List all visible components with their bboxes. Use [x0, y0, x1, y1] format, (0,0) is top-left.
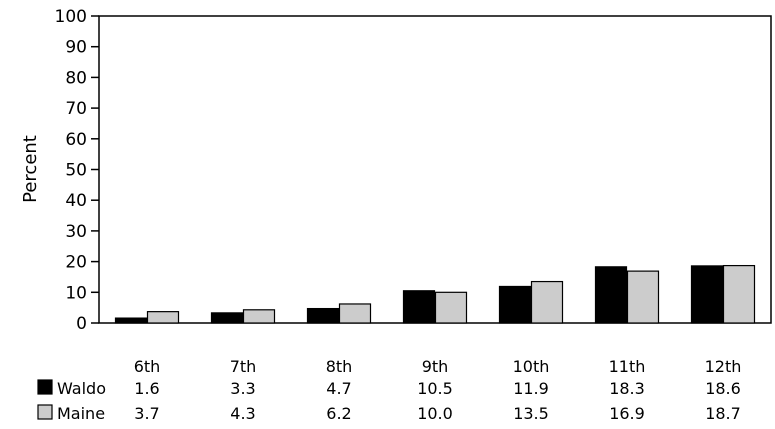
- bar-maine-6th: [146, 311, 180, 324]
- legend-label-maine: Maine: [57, 404, 105, 423]
- data-label-waldo: 4.7: [326, 379, 351, 398]
- y-tick-label: 60: [65, 130, 87, 150]
- bar-maine-12th: [722, 264, 756, 324]
- data-label-maine: 4.3: [230, 404, 255, 423]
- data-label-maine: 16.9: [609, 404, 645, 423]
- bar-waldo-8th: [306, 307, 340, 324]
- y-tick-label: 100: [55, 7, 87, 27]
- y-tick-label: 50: [65, 161, 87, 181]
- data-label-waldo: 10.5: [417, 379, 453, 398]
- bar-waldo-7th: [210, 312, 244, 324]
- category-label: 11th: [609, 357, 646, 376]
- y-axis-label: Percent: [20, 135, 41, 203]
- bar-maine-7th: [242, 309, 276, 324]
- y-tick-label: 90: [65, 38, 87, 58]
- bar-waldo-10th: [498, 285, 532, 324]
- y-tick-label: 80: [65, 68, 87, 88]
- data-label-maine: 3.7: [134, 404, 159, 423]
- category-label: 7th: [230, 357, 257, 376]
- data-label-waldo: 18.3: [609, 379, 645, 398]
- data-label-maine: 6.2: [326, 404, 351, 423]
- bar-maine-11th: [626, 270, 660, 324]
- data-label-maine: 13.5: [513, 404, 549, 423]
- data-table: 6th 7th 8th 9th 10th 11th 12th Waldo 1.6 3.3 4.7 10…: [37, 357, 742, 423]
- category-label: 9th: [422, 357, 449, 376]
- category-label: 6th: [134, 357, 161, 376]
- legend-swatch-waldo: [37, 379, 53, 395]
- y-tick-label: 70: [65, 99, 87, 119]
- y-tick-label: 10: [65, 283, 87, 303]
- y-tick-label: 30: [65, 222, 87, 242]
- bar-maine-9th: [434, 291, 468, 324]
- data-label-waldo: 1.6: [134, 379, 159, 398]
- bar-maine-10th: [530, 280, 564, 324]
- data-label-waldo: 11.9: [513, 379, 549, 398]
- y-tick-label: 40: [65, 191, 87, 211]
- y-axis: 0 10 20 30 40 50 60 70 80 90 100: [55, 7, 99, 334]
- category-label: 8th: [326, 357, 353, 376]
- bar-waldo-6th: [114, 317, 148, 324]
- y-tick-label: 0: [76, 314, 87, 334]
- legend-swatch-maine: [37, 404, 53, 420]
- bar-waldo-11th: [594, 266, 628, 324]
- data-label-waldo: 18.6: [705, 379, 741, 398]
- data-label-maine: 18.7: [705, 404, 741, 423]
- category-label: 12th: [705, 357, 742, 376]
- data-label-waldo: 3.3: [230, 379, 255, 398]
- bar-waldo-12th: [690, 265, 724, 324]
- bar-maine-8th: [338, 303, 372, 324]
- legend-label-waldo: Waldo: [57, 379, 106, 398]
- y-tick-label: 20: [65, 253, 87, 273]
- bar-waldo-9th: [402, 290, 436, 324]
- data-label-maine: 10.0: [417, 404, 453, 423]
- bars: [114, 264, 756, 324]
- category-label: 10th: [513, 357, 550, 376]
- plot-frame: [98, 15, 772, 324]
